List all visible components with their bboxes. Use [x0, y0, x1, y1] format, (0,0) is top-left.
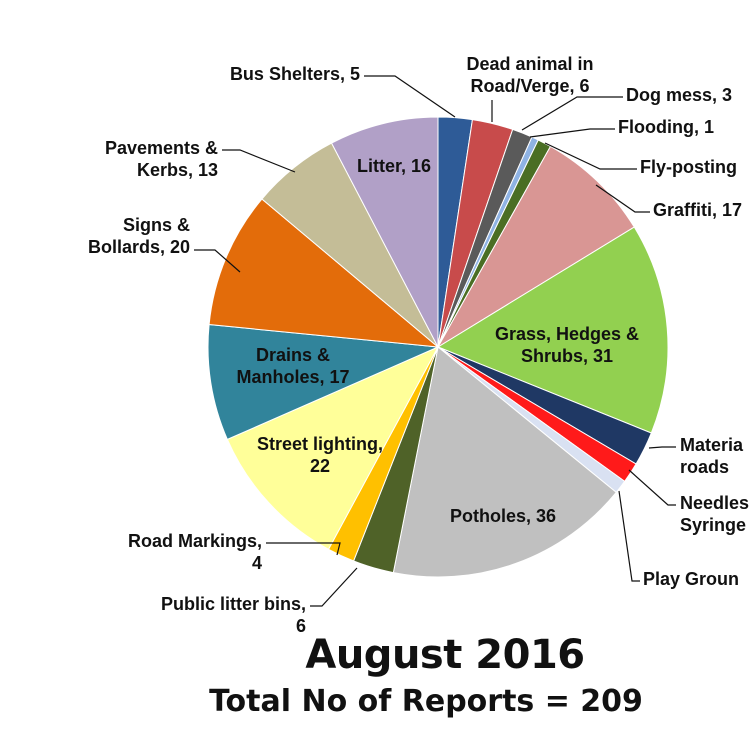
- slice-grass-hedges-shrubs: [436, 226, 669, 434]
- leader-line: [595, 184, 650, 213]
- slice-label: Fly-posting: [640, 157, 737, 177]
- chart-title: August 2016: [305, 632, 585, 678]
- leader-line: [310, 567, 358, 607]
- leader-line: [618, 490, 640, 582]
- slice-label: Signs & Bollards, 20: [88, 215, 190, 257]
- slice-graffiti: [436, 145, 635, 349]
- slice-label: Road Markings, 4: [128, 531, 262, 573]
- slice-label: Dog mess, 3: [626, 85, 732, 105]
- slice-labels: Bus Shelters, 5 Dead animal in Road/Verge,…: [88, 54, 749, 636]
- pie-slices: [207, 116, 669, 578]
- slice-label: Litter, 16: [357, 156, 431, 176]
- leader-line: [648, 446, 676, 449]
- leader-line: [521, 96, 623, 131]
- leader-line: [628, 469, 676, 506]
- slice-drains-manholes: [207, 324, 440, 441]
- leader-line: [222, 149, 296, 173]
- slice-label: Needles Syringe: [680, 493, 749, 535]
- slice-label: Pavements & Kerbs, 13: [105, 138, 218, 180]
- leader-line: [529, 128, 615, 138]
- leader-lines: [194, 75, 676, 607]
- leader-line: [266, 542, 341, 556]
- slice-label: Materia roads: [680, 435, 744, 477]
- leader-line: [194, 249, 241, 273]
- slice-label: Potholes, 36: [450, 506, 556, 526]
- slice-label: Play Groun: [643, 569, 739, 589]
- slice-signs-bollards: [208, 198, 440, 348]
- slice-label: Drains & Manholes, 17: [236, 345, 349, 387]
- slice-label: Dead animal in Road/Verge, 6: [466, 54, 593, 96]
- slice-litter: [330, 116, 439, 348]
- slice-label: Bus Shelters, 5: [230, 64, 360, 84]
- leader-line: [364, 75, 456, 118]
- slice-label: Street lighting, 22: [257, 434, 383, 476]
- slice-street-lighting: [226, 345, 440, 550]
- slice-label: Grass, Hedges & Shrubs, 31: [495, 324, 639, 366]
- leader-line: [544, 142, 637, 170]
- slice-label: Public litter bins, 6: [161, 594, 306, 636]
- slice-label: Graffiti, 17: [653, 200, 742, 220]
- chart-subtitle: Total No of Reports = 209: [209, 684, 643, 719]
- slice-label: Flooding, 1: [618, 117, 714, 137]
- slice-potholes: [392, 346, 617, 578]
